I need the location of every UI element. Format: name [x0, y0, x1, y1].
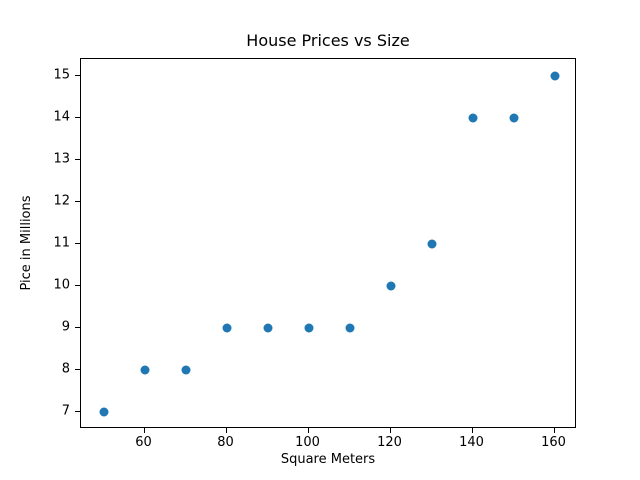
- y-tick-mark: [75, 116, 80, 118]
- x-tick-label: 140: [459, 435, 484, 450]
- data-point: [468, 113, 477, 123]
- data-point: [263, 323, 272, 333]
- y-tick-label: 13: [53, 151, 70, 167]
- y-tick-label: 10: [53, 277, 70, 293]
- chart-title: House Prices vs Size: [246, 31, 410, 50]
- data-point: [99, 407, 108, 417]
- x-tick-mark: [225, 428, 227, 433]
- y-tick-mark: [75, 327, 80, 329]
- data-point: [427, 239, 436, 249]
- data-point: [345, 323, 354, 333]
- x-tick-mark: [389, 428, 391, 433]
- x-tick-mark: [471, 428, 473, 433]
- y-tick-mark: [75, 411, 80, 413]
- y-axis-label: Pice in Millions: [19, 195, 34, 291]
- data-point: [509, 113, 518, 123]
- data-point: [181, 365, 190, 375]
- data-point: [140, 365, 149, 375]
- data-points-layer: [81, 59, 575, 427]
- data-point: [550, 71, 559, 81]
- x-tick-label: 160: [541, 435, 566, 450]
- y-tick-mark: [75, 74, 80, 76]
- data-point: [222, 323, 231, 333]
- y-tick-label: 8: [61, 361, 70, 377]
- y-tick-mark: [75, 369, 80, 371]
- x-tick-label: 100: [295, 435, 320, 450]
- y-tick-label: 7: [61, 403, 70, 419]
- y-tick-mark: [75, 243, 80, 244]
- plot-area: [80, 58, 576, 428]
- x-axis-label: Square Meters: [280, 452, 376, 467]
- x-tick-mark: [553, 428, 555, 433]
- y-tick-label: 12: [53, 193, 70, 209]
- x-tick-label: 80: [217, 435, 234, 450]
- data-point: [386, 281, 395, 291]
- x-tick-label: 120: [377, 435, 402, 450]
- data-point: [304, 323, 313, 333]
- x-tick-label: 60: [135, 435, 152, 450]
- y-tick-label: 9: [61, 319, 70, 335]
- y-tick-label: 11: [53, 235, 70, 251]
- x-tick-mark: [307, 428, 309, 433]
- x-tick-mark: [143, 428, 145, 433]
- y-tick-mark: [75, 201, 80, 202]
- y-tick-label: 15: [53, 67, 70, 83]
- y-tick-mark: [75, 285, 80, 286]
- y-tick-mark: [75, 158, 80, 160]
- y-tick-label: 14: [53, 109, 70, 125]
